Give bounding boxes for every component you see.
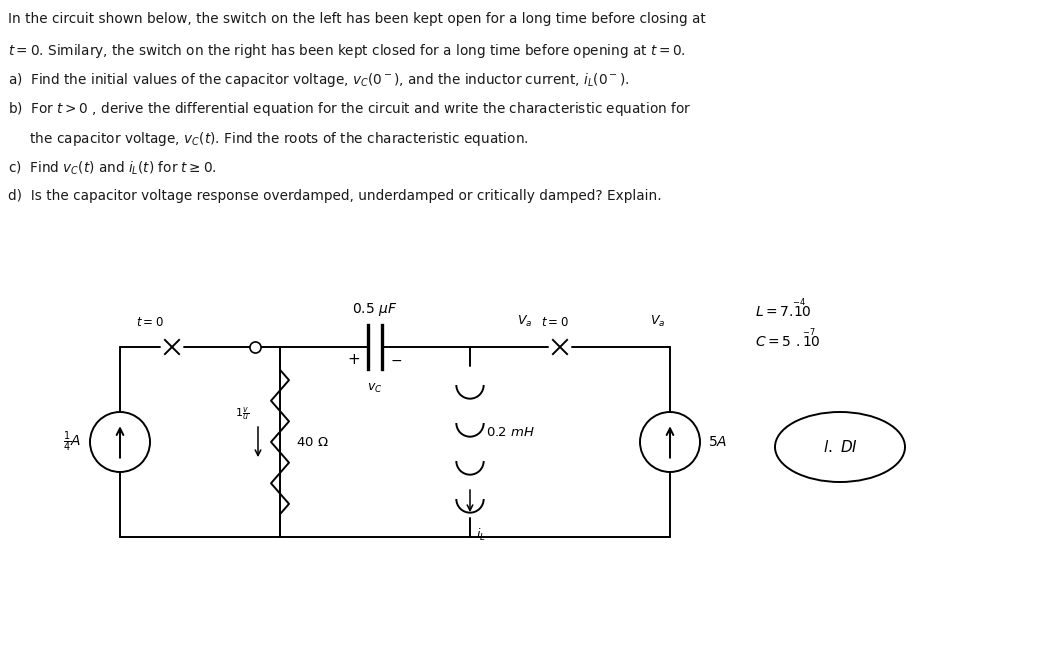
- Text: $C=5\ .10$: $C=5\ .10$: [755, 335, 821, 349]
- Text: c)  Find $v_C(t)$ and $i_L(t)$ for $t \geq 0$.: c) Find $v_C(t)$ and $i_L(t)$ for $t \ge…: [8, 160, 217, 177]
- Text: b)  For $t > 0$ , derive the differential equation for the circuit and write the: b) For $t > 0$ , derive the differential…: [8, 100, 692, 118]
- Text: $\frac{1}{4}A$: $\frac{1}{4}A$: [63, 430, 81, 454]
- Text: the capacitor voltage, $v_C(t)$. Find the roots of the characteristic equation.: the capacitor voltage, $v_C(t)$. Find th…: [8, 130, 529, 148]
- Text: $^{-4}$: $^{-4}$: [792, 298, 806, 311]
- Text: $^{-7}$: $^{-7}$: [802, 329, 816, 342]
- Text: $1\frac{v}{u}$: $1\frac{v}{u}$: [235, 405, 249, 422]
- Text: $v_C$: $v_C$: [367, 382, 383, 395]
- Text: $t=0$: $t=0$: [541, 316, 569, 329]
- Text: $5A$: $5A$: [708, 435, 727, 449]
- Text: d)  Is the capacitor voltage response overdamped, underdamped or critically damp: d) Is the capacitor voltage response ove…: [8, 189, 662, 203]
- Text: $l.\ DI$: $l.\ DI$: [823, 439, 858, 455]
- Text: $0.5\ \mu F$: $0.5\ \mu F$: [352, 301, 397, 318]
- Text: $0.2\ mH$: $0.2\ mH$: [486, 426, 535, 439]
- Text: a)  Find the initial values of the capacitor voltage, $v_C(0^-)$, and the induct: a) Find the initial values of the capaci…: [8, 71, 630, 89]
- Text: +: +: [348, 353, 360, 367]
- Text: $t=0$: $t=0$: [137, 316, 164, 329]
- Text: $-$: $-$: [390, 353, 403, 367]
- Text: $t = 0$. Similary, the switch on the right has been kept closed for a long time : $t = 0$. Similary, the switch on the rig…: [8, 41, 686, 60]
- Text: In the circuit shown below, the switch on the left has been kept open for a long: In the circuit shown below, the switch o…: [8, 12, 706, 26]
- Text: $40\ \Omega$: $40\ \Omega$: [296, 435, 329, 448]
- Text: $V_a$: $V_a$: [651, 314, 665, 329]
- Text: $V_a$: $V_a$: [517, 314, 533, 329]
- Text: $i_L$: $i_L$: [476, 527, 486, 543]
- Text: $L=7.10$: $L=7.10$: [755, 305, 811, 319]
